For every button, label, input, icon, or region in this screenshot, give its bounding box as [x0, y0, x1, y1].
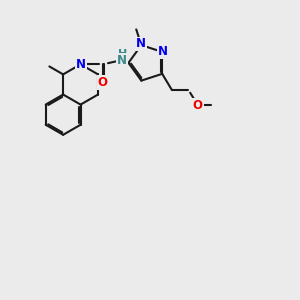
Text: N: N — [136, 38, 146, 50]
Text: O: O — [193, 98, 203, 112]
Text: O: O — [98, 76, 108, 89]
Text: H: H — [118, 49, 127, 58]
Text: N: N — [117, 54, 127, 67]
Text: N: N — [76, 58, 85, 71]
Text: N: N — [158, 45, 168, 58]
